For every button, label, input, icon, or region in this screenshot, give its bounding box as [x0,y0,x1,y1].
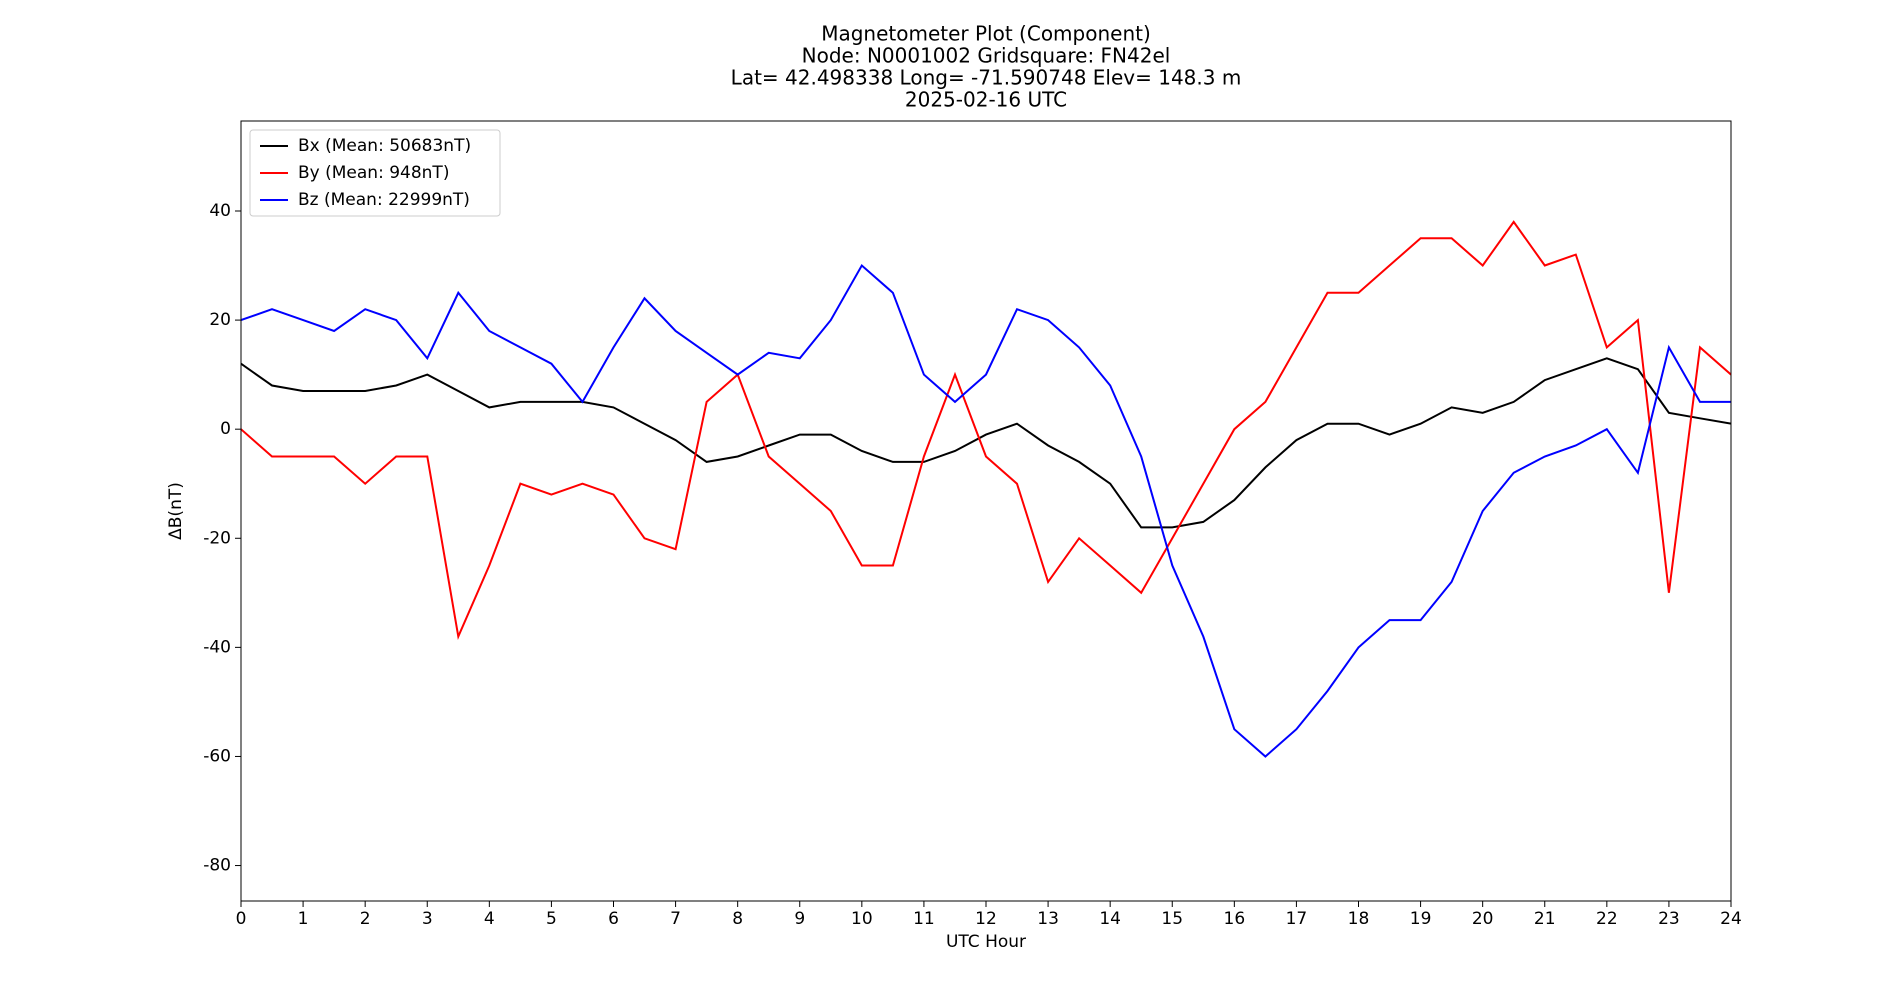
x-tick-label: 2 [360,909,371,929]
x-tick-label: 4 [484,909,495,929]
x-tick-label: 12 [975,909,997,929]
x-tick-label: 18 [1348,909,1370,929]
x-tick-label: 7 [670,909,681,929]
x-tick-label: 23 [1658,909,1680,929]
x-tick-label: 15 [1161,909,1183,929]
plot-frame [240,120,1732,902]
series-line [241,220,1731,640]
x-tick-label: 11 [913,909,935,929]
x-tick-label: 16 [1224,909,1246,929]
legend-box [249,129,501,217]
series-line [241,357,1731,529]
legend-label: Bz (Mean: 22999nT) [298,190,470,210]
x-tick-label: 17 [1286,909,1308,929]
x-axis-label: UTC Hour [946,932,1026,952]
y-tick-label: 20 [209,310,231,330]
y-tick-label: -40 [203,637,231,657]
x-tick-label: 13 [1037,909,1059,929]
x-tick-label: 3 [422,909,433,929]
y-tick-label: 0 [220,419,231,439]
x-tick-label: 21 [1534,909,1556,929]
x-tick-label: 20 [1472,909,1494,929]
y-axis-label: ΔB(nT) [166,482,186,540]
x-tick-label: 6 [608,909,619,929]
x-tick-label: 22 [1596,909,1618,929]
legend-label: Bx (Mean: 50683nT) [298,136,471,156]
x-tick-label: 10 [851,909,873,929]
x-tick-label: 5 [546,909,557,929]
legend: Bx (Mean: 50683nT) By (Mean: 948nT) Bz (Me… [249,129,501,217]
x-tick-label: 1 [298,909,309,929]
x-tick-label: 24 [1720,909,1742,929]
series-line [241,263,1731,758]
x-tick-label: 14 [1099,909,1121,929]
y-tick-label: -60 [203,746,231,766]
x-tick-label: 9 [794,909,805,929]
legend-label: By (Mean: 948nT) [298,163,449,183]
chart-title: Node: N0001002 Gridsquare: FN42el [802,44,1171,68]
x-tick-label: 19 [1410,909,1432,929]
chart-title: Lat= 42.498338 Long= -71.590748 Elev= 14… [731,66,1242,90]
chart-title: 2025-02-16 UTC [905,88,1067,112]
y-tick-label: -80 [203,856,231,876]
x-tick-label: 0 [236,909,247,929]
y-tick-label: 40 [209,201,231,221]
chart-title: Magnetometer Plot (Component) [821,22,1151,46]
x-tick-label: 8 [732,909,743,929]
y-tick-label: -20 [203,528,231,548]
